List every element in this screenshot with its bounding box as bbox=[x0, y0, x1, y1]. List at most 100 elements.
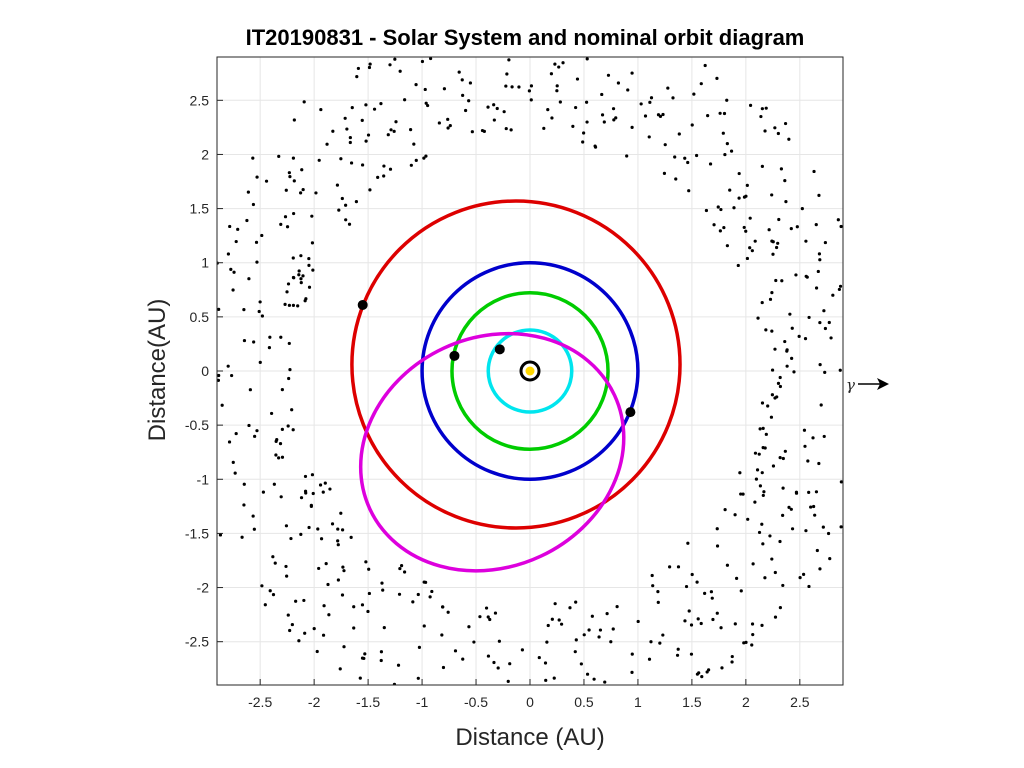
asteroid-point bbox=[559, 622, 564, 626]
asteroid-point bbox=[689, 623, 694, 627]
asteroid-point bbox=[756, 316, 760, 320]
asteroid-point bbox=[307, 285, 312, 289]
asteroid-point bbox=[258, 360, 262, 364]
asteroid-point bbox=[367, 591, 371, 596]
asteroid-point bbox=[229, 267, 233, 271]
asteroid-point bbox=[574, 600, 578, 604]
x-tick-label: 1.5 bbox=[682, 694, 702, 710]
asteroid-point bbox=[382, 625, 386, 630]
asteroid-point bbox=[289, 536, 293, 541]
asteroid-point bbox=[379, 650, 384, 654]
asteroid-point bbox=[788, 312, 792, 316]
asteroid-point bbox=[778, 539, 782, 544]
asteroid-point bbox=[311, 491, 315, 496]
asteroid-point bbox=[296, 304, 300, 308]
asteroid-point bbox=[735, 576, 739, 580]
asteroid-point bbox=[228, 224, 232, 229]
asteroid-point bbox=[649, 640, 653, 644]
asteroid-point bbox=[666, 86, 670, 90]
asteroid-point bbox=[537, 655, 541, 660]
y-axis-ticks: -2.5 -2 -1.5 -1 -0.5 0 0.5 1 1.5 2 2.5 bbox=[185, 92, 223, 650]
asteroid-point bbox=[344, 218, 348, 222]
asteroid-point bbox=[364, 103, 368, 107]
asteroid-point bbox=[770, 393, 774, 397]
asteroid-point bbox=[348, 135, 352, 140]
asteroid-point bbox=[781, 583, 785, 588]
asteroid-point bbox=[396, 663, 401, 667]
asteroid-point bbox=[763, 446, 767, 450]
asteroid-point bbox=[453, 649, 458, 653]
asteroid-point bbox=[217, 378, 221, 382]
asteroid-point bbox=[600, 113, 605, 117]
asteroid-point bbox=[783, 121, 788, 126]
asteroid-point bbox=[448, 123, 452, 128]
asteroid-point bbox=[761, 493, 765, 498]
asteroid-point bbox=[338, 667, 342, 671]
asteroid-point bbox=[340, 528, 345, 532]
asteroid-point bbox=[278, 442, 283, 446]
asteroid-point bbox=[302, 100, 306, 104]
asteroid-point bbox=[286, 424, 290, 428]
asteroid-point bbox=[762, 490, 766, 494]
asteroid-point bbox=[781, 486, 785, 490]
asteroid-point bbox=[711, 617, 715, 622]
asteroid-point bbox=[360, 656, 365, 660]
asteroid-point bbox=[379, 102, 383, 106]
asteroid-point bbox=[806, 459, 810, 463]
asteroid-point bbox=[773, 615, 778, 619]
asteroid-point bbox=[409, 128, 413, 132]
asteroid-point bbox=[778, 456, 782, 460]
asteroid-point bbox=[277, 154, 281, 158]
asteroid-point bbox=[325, 142, 329, 146]
asteroid-point bbox=[715, 527, 719, 531]
asteroid-point bbox=[348, 140, 352, 145]
asteroid-point bbox=[441, 665, 446, 670]
asteroid-point bbox=[312, 627, 316, 631]
asteroid-point bbox=[690, 123, 694, 127]
asteroid-point bbox=[430, 589, 434, 594]
asteroid-point bbox=[804, 239, 808, 243]
asteroid-point bbox=[814, 222, 818, 227]
asteroid-point bbox=[299, 254, 303, 258]
asteroid-point bbox=[719, 626, 723, 630]
asteroid-point bbox=[700, 675, 704, 679]
asteroid-point bbox=[805, 275, 809, 279]
asteroid-point bbox=[394, 120, 398, 124]
asteroid-point bbox=[776, 381, 781, 385]
asteroid-point bbox=[292, 179, 296, 183]
asteroid-point bbox=[299, 281, 303, 285]
asteroid-point bbox=[821, 525, 825, 529]
asteroid-point bbox=[598, 628, 603, 632]
asteroid-point bbox=[422, 624, 426, 628]
asteroid-point bbox=[497, 639, 501, 643]
asteroid-point bbox=[352, 605, 356, 609]
asteroid-point bbox=[839, 525, 843, 529]
asteroid-point bbox=[508, 662, 512, 666]
asteroid-point bbox=[639, 102, 643, 106]
asteroid-point bbox=[733, 513, 737, 517]
asteroid-point bbox=[558, 100, 562, 104]
asteroid-point bbox=[429, 57, 433, 61]
x-tick-label: 2.5 bbox=[790, 694, 810, 710]
asteroid-point bbox=[550, 617, 554, 621]
x-axis-ticks: -2.5 -2 -1.5 -1 -0.5 0 0.5 1 1.5 2 2.5 bbox=[248, 679, 810, 710]
asteroid-point bbox=[690, 572, 694, 577]
asteroid-point bbox=[683, 156, 687, 160]
asteroid-point bbox=[661, 112, 665, 117]
asteroid-point bbox=[364, 139, 368, 143]
asteroid-point bbox=[437, 121, 441, 125]
asteroid-point bbox=[818, 363, 822, 367]
asteroid-point bbox=[231, 288, 235, 292]
asteroid-point bbox=[331, 129, 335, 133]
asteroid-point bbox=[416, 676, 420, 680]
asteroid-point bbox=[785, 348, 789, 352]
asteroid-point bbox=[349, 161, 354, 165]
asteroid-point bbox=[797, 334, 801, 338]
asteroid-point bbox=[355, 75, 359, 79]
asteroid-point bbox=[817, 252, 822, 256]
asteroid-point bbox=[342, 645, 346, 649]
asteroid-point bbox=[684, 584, 689, 589]
asteroid-point bbox=[460, 78, 464, 82]
asteroid-point bbox=[549, 72, 554, 76]
